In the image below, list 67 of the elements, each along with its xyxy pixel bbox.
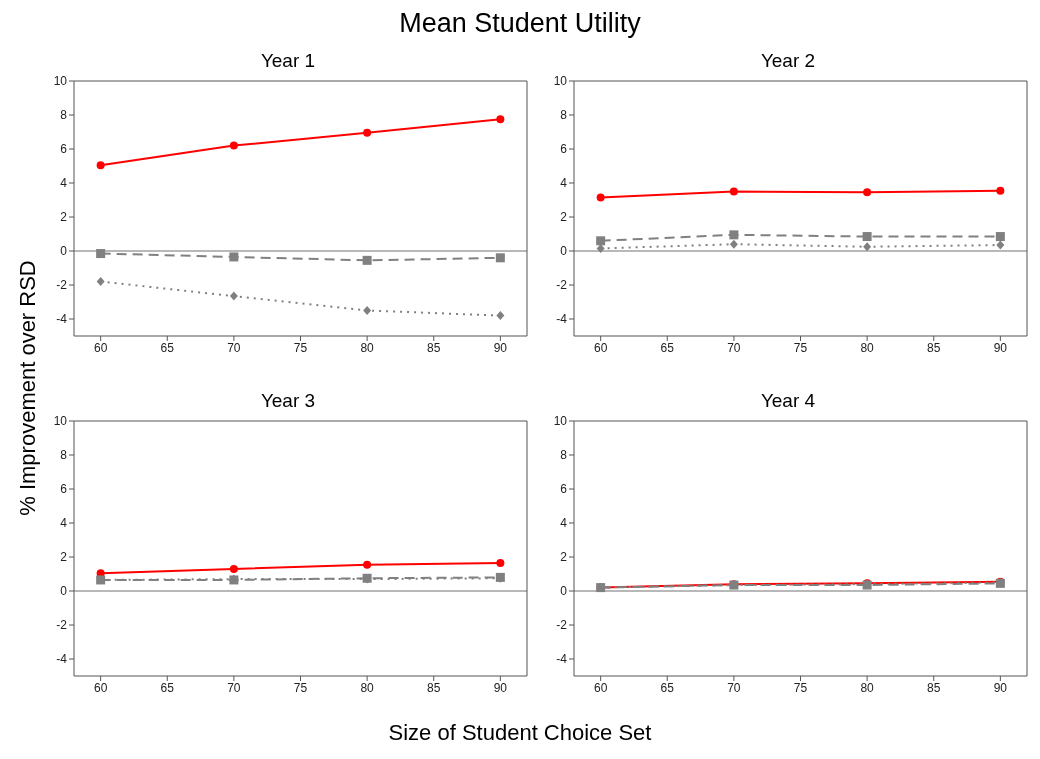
x-tick-label: 70 [727, 340, 741, 355]
y-axis-title: % Improvement over RSD [15, 260, 41, 516]
x-tick-label: 80 [860, 340, 875, 355]
y-tick-label: -4 [56, 652, 68, 667]
x-tick-label: 85 [427, 340, 441, 355]
x-tick-label: 90 [493, 680, 508, 695]
chart-title: Year 3 [260, 390, 316, 411]
x-tick-label: 75 [293, 680, 308, 695]
y-tick-label: 10 [53, 414, 68, 429]
x-tick-label: 90 [993, 340, 1008, 355]
x-tick-label: 85 [927, 340, 941, 355]
y-tick-label: 2 [560, 210, 568, 225]
x-tick-label: 90 [493, 340, 508, 355]
y-tick-label: 8 [60, 108, 68, 123]
x-tick-label: 85 [427, 680, 441, 695]
x-tick-label: 75 [293, 340, 308, 355]
y-tick-label: 0 [560, 244, 568, 259]
y-tick-label: 10 [553, 74, 568, 89]
y-tick-label: 0 [60, 584, 68, 599]
y-tick-label: 2 [60, 550, 68, 565]
x-tick-label: 70 [227, 340, 241, 355]
y-tick-label: -2 [556, 618, 568, 633]
x-tick-label: 70 [227, 680, 241, 695]
y-tick-label: 8 [560, 448, 568, 463]
x-tick-label: 60 [593, 340, 608, 355]
y-tick-label: 2 [60, 210, 68, 225]
chart-title: Year 2 [759, 49, 817, 73]
chart-title: Year 1 [259, 49, 317, 73]
y-tick-label: 10 [53, 74, 68, 89]
y-tick-label: 8 [560, 108, 568, 123]
y-tick-label: -4 [556, 652, 568, 667]
x-tick-label: 85 [927, 680, 941, 695]
x-tick-label: 60 [93, 340, 108, 355]
x-tick-label: 60 [93, 680, 108, 695]
x-tick-label: 65 [660, 340, 675, 355]
y-tick-label: 0 [560, 584, 568, 599]
y-tick-label: 8 [60, 448, 68, 463]
y-tick-label: 6 [60, 142, 68, 157]
y-tick-label: -4 [556, 312, 568, 327]
y-tick-label: 4 [560, 516, 568, 531]
y-tick-label: 4 [60, 516, 68, 531]
x-tick-label: 65 [160, 680, 175, 695]
y-tick-label: -4 [56, 312, 68, 327]
x-tick-label: 75 [793, 340, 808, 355]
y-tick-label: -2 [556, 278, 568, 293]
x-tick-label: 65 [660, 680, 675, 695]
x-tick-label: 80 [360, 680, 375, 695]
x-tick-label: 60 [593, 680, 608, 695]
x-tick-label: 65 [160, 340, 175, 355]
y-tick-label: 4 [560, 176, 568, 191]
text: Mean Student Utility [398, 8, 642, 39]
x-tick-label: 80 [360, 340, 375, 355]
y-tick-label: 0 [60, 244, 68, 259]
y-tick-label: 2 [560, 550, 568, 565]
x-tick-label: 90 [993, 680, 1008, 695]
x-tick-label: 75 [793, 680, 808, 695]
y-tick-label: 6 [560, 482, 568, 497]
x-axis-title: Size of Student Choice Set [387, 720, 653, 746]
y-tick-label: -2 [56, 618, 68, 633]
y-tick-label: 6 [60, 482, 68, 497]
y-tick-label: 6 [560, 142, 568, 157]
x-tick-label: 80 [860, 680, 875, 695]
chart-title: Year 4 [759, 389, 817, 413]
y-tick-label: 10 [553, 414, 568, 429]
y-tick-label: 4 [60, 176, 68, 191]
y-tick-label: -2 [56, 278, 68, 293]
x-tick-label: 70 [727, 680, 741, 695]
